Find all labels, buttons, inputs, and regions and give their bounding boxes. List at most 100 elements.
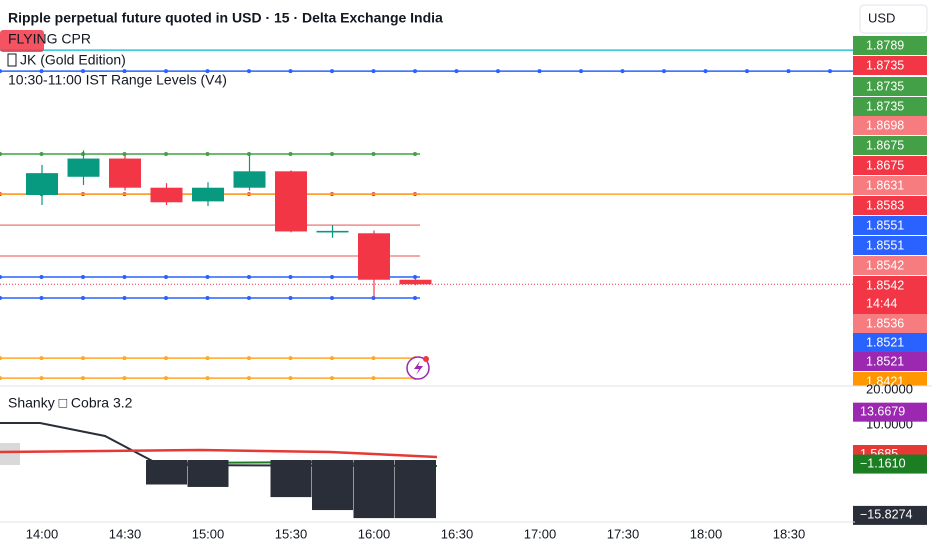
price-tag-label: 1.8551 — [866, 238, 904, 252]
indicator-name: JK (Gold Edition) — [20, 52, 126, 68]
x-tick-label: 15:00 — [192, 526, 225, 541]
price-tag — [853, 136, 927, 155]
x-tick-label: 17:30 — [607, 526, 640, 541]
level-dot — [164, 275, 168, 280]
x-tick-label: 17:00 — [524, 526, 557, 541]
price-tag — [853, 56, 927, 75]
price-tag — [853, 216, 927, 235]
price-tag — [853, 176, 927, 195]
level-dot — [330, 376, 334, 381]
x-tick-label: 14:30 — [109, 526, 142, 541]
price-tag-label: 1.8542 — [866, 258, 904, 272]
price-tag — [853, 236, 927, 255]
level-dot — [413, 69, 417, 74]
indicator-name: FLYING CPR — [8, 31, 91, 47]
level-dot — [330, 356, 334, 361]
level-dot — [662, 69, 666, 74]
price-tag — [853, 276, 927, 314]
level-dot — [371, 151, 376, 156]
level-dot — [122, 356, 127, 361]
level-dot — [39, 356, 44, 361]
level-dot — [39, 151, 44, 156]
price-tag-label: 1.8735 — [866, 58, 904, 72]
price-tag-label: 1.8698 — [866, 118, 904, 132]
level-dot — [247, 275, 251, 280]
level-dot — [205, 275, 210, 280]
price-tag-label: 1.8735 — [866, 99, 904, 113]
level-dot — [745, 69, 749, 74]
price-tag-label: 1.8521 — [866, 354, 904, 368]
candle-body — [358, 233, 390, 280]
level-dot — [81, 356, 85, 361]
level-dot — [164, 295, 168, 300]
currency-button[interactable] — [859, 4, 928, 34]
y-tick-label: 20.0000 — [866, 381, 913, 396]
level-dot — [371, 69, 376, 74]
chart-title: Ripple perpetual future quoted in USD · … — [8, 10, 443, 26]
histogram-bar — [270, 460, 312, 498]
osc-line — [0, 448, 438, 459]
value-tag — [853, 402, 927, 422]
x-tick-label: 16:00 — [358, 526, 391, 541]
level-dot — [205, 151, 210, 156]
level-dot — [39, 376, 44, 381]
countdown-label: 14:44 — [866, 296, 897, 310]
level-dot — [496, 69, 500, 74]
level-dot — [288, 151, 293, 156]
level-dot — [786, 69, 791, 74]
level-dot — [247, 356, 251, 361]
alert-bolt — [414, 361, 423, 375]
price-tag-label: 1.8551 — [866, 218, 904, 232]
level-dot — [288, 376, 293, 381]
value-tag — [853, 505, 927, 525]
price-tag — [853, 97, 927, 116]
indicator-name: 10:30-11:00 IST Range Levels (V4) — [8, 72, 227, 88]
price-tag-label: 1.8735 — [866, 79, 904, 93]
price-tag-label: 1.8631 — [866, 178, 904, 192]
histogram-bar — [353, 460, 395, 519]
price-tag — [853, 256, 927, 275]
candle-body — [399, 279, 432, 285]
price-tag-label: 1.8675 — [866, 158, 904, 172]
candle-body — [109, 158, 141, 188]
value-tag — [853, 454, 927, 474]
value-tag-label: −1.1610 — [860, 456, 906, 470]
level-dot — [0, 376, 2, 381]
level-dot — [164, 356, 168, 361]
level-dot — [0, 69, 2, 74]
level-dot — [413, 275, 417, 280]
price-tag — [853, 156, 927, 175]
indicator-name: Shanky □ Cobra 3.2 — [8, 395, 133, 411]
osc-line — [0, 422, 438, 467]
price-tag — [853, 372, 927, 386]
level-dot — [247, 376, 251, 381]
level-dot — [39, 295, 44, 300]
histogram-bar — [146, 460, 187, 485]
level-dot — [413, 151, 417, 156]
price-tag-label: 1.8789 — [866, 38, 904, 52]
level-dot — [288, 275, 293, 280]
level-dot — [247, 295, 251, 300]
indicator-badge — [0, 30, 44, 52]
level-dot — [247, 69, 251, 74]
level-dot — [537, 69, 542, 74]
level-dot — [330, 69, 334, 74]
level-dot — [0, 275, 2, 280]
level-dot — [164, 69, 168, 74]
price-tag-label: 1.8421 — [866, 374, 904, 388]
price-tag — [853, 314, 927, 333]
level-dot — [164, 151, 168, 156]
level-dot — [122, 295, 127, 300]
level-dot — [0, 295, 2, 300]
price-pane: 1.8789 1.8735 1.8735 1.8735 1.8698 1.8675 1.86… — [0, 36, 927, 388]
histogram-bar — [312, 460, 353, 511]
currency-label[interactable]: USD — [868, 10, 895, 25]
candle-body — [275, 171, 307, 232]
alert-dot — [423, 356, 429, 362]
level-dot — [330, 275, 334, 280]
x-tick-label: 18:30 — [773, 526, 806, 541]
price-tag-label: 1.8536 — [866, 316, 904, 330]
level-dot — [39, 275, 44, 280]
candle-body — [233, 171, 266, 188]
x-tick-label: 14:00 — [26, 526, 59, 541]
